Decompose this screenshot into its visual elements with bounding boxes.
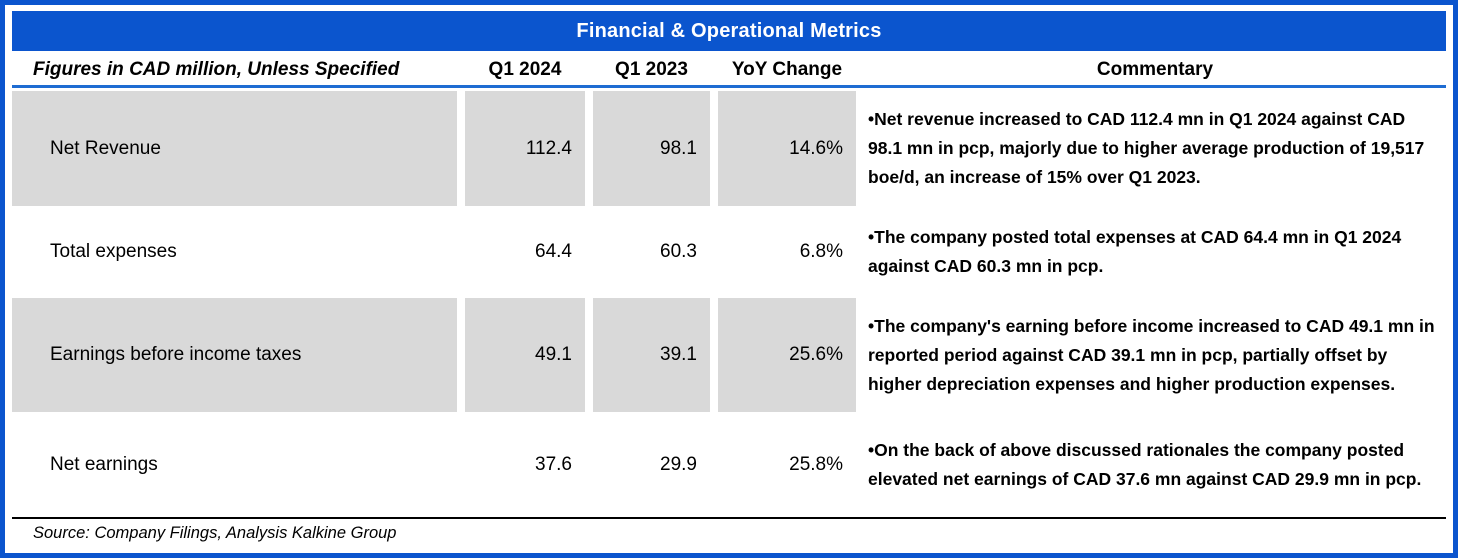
commentary-text: •Net revenue increased to CAD 112.4 mn i…: [864, 88, 1446, 209]
metric-label: Net Revenue: [12, 88, 457, 209]
value-q1-2023: 39.1: [593, 295, 710, 415]
value-q1-2024: 37.6: [465, 415, 585, 515]
value-yoy-change: 6.8%: [718, 209, 856, 295]
table-row-earnings-before-taxes: Earnings before income taxes 49.1 39.1 2…: [12, 295, 1446, 415]
value-yoy-change: 14.6%: [718, 88, 856, 209]
table-row-net-revenue: Net Revenue 112.4 98.1 14.6% •Net revenu…: [12, 88, 1446, 209]
value-q1-2023: 60.3: [593, 209, 710, 295]
table-title: Financial & Operational Metrics: [12, 11, 1446, 51]
header-q1-2023: Q1 2023: [615, 59, 688, 80]
value-yoy-change: 25.6%: [718, 295, 856, 415]
metric-label: Net earnings: [12, 415, 457, 515]
header-yoy-change: YoY Change: [731, 59, 843, 80]
value-q1-2024: 112.4: [465, 88, 585, 209]
footer-divider-line: [12, 517, 1446, 519]
commentary-text: •On the back of above discussed rational…: [864, 415, 1446, 515]
header-q1-2024: Q1 2024: [488, 59, 562, 80]
table-row-net-earnings: Net earnings 37.6 29.9 25.8% •On the bac…: [12, 415, 1446, 515]
value-yoy-change: 25.8%: [718, 415, 856, 515]
commentary-text: •The company's earning before income inc…: [864, 295, 1446, 415]
value-q1-2024: 64.4: [465, 209, 585, 295]
value-q1-2023: 29.9: [593, 415, 710, 515]
source-attribution: Source: Company Filings, Analysis Kalkin…: [33, 523, 397, 542]
value-q1-2024: 49.1: [465, 295, 585, 415]
metric-label: Earnings before income taxes: [12, 295, 457, 415]
header-commentary: Commentary: [1096, 59, 1214, 80]
table-header-row: Figures in CAD million, Unless Specified…: [12, 55, 1446, 88]
metric-label: Total expenses: [12, 209, 457, 295]
header-figures-label: Figures in CAD million, Unless Specified: [33, 59, 400, 80]
commentary-text: •The company posted total expenses at CA…: [864, 209, 1446, 295]
value-q1-2023: 98.1: [593, 88, 710, 209]
table-row-total-expenses: Total expenses 64.4 60.3 6.8% •The compa…: [12, 209, 1446, 295]
